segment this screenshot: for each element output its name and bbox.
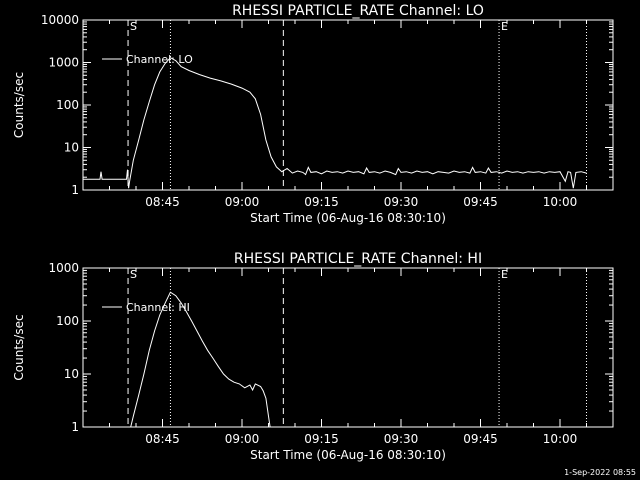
y-axis-label: Counts/sec bbox=[12, 72, 26, 138]
marker-label: S bbox=[130, 268, 137, 281]
x-tick-label: 09:30 bbox=[384, 195, 419, 209]
y-axis-label: Counts/sec bbox=[12, 314, 26, 380]
marker-label: S bbox=[130, 20, 137, 33]
y-tick-label: 1 bbox=[71, 183, 79, 197]
x-axis-label: Start Time (06-Aug-16 08:30:10) bbox=[250, 448, 446, 462]
y-tick-label: 10000 bbox=[41, 13, 79, 27]
marker-label: E bbox=[501, 268, 508, 281]
x-tick-label: 09:15 bbox=[304, 195, 339, 209]
x-tick-label: 10:00 bbox=[543, 195, 578, 209]
y-tick-label: 1000 bbox=[48, 56, 79, 70]
y-tick-label: 10 bbox=[64, 141, 79, 155]
series-line bbox=[83, 57, 587, 189]
footer-timestamp: 1-Sep-2022 08:55 bbox=[564, 468, 636, 477]
x-tick-label: 10:00 bbox=[543, 432, 578, 446]
panel-lo: RHESSI PARTICLE_RATE Channel: LO 08:45 09:… bbox=[12, 3, 614, 225]
x-tick-label: 09:45 bbox=[463, 432, 498, 446]
x-tick-label: 09:30 bbox=[384, 432, 419, 446]
chart-title: RHESSI PARTICLE_RATE Channel: HI bbox=[234, 251, 482, 267]
plot-frame bbox=[82, 19, 614, 191]
y-tick-label: 1000 bbox=[48, 261, 79, 275]
x-tick-label: 08:45 bbox=[145, 432, 180, 446]
y-tick-label: 10 bbox=[64, 367, 79, 381]
chart-title: RHESSI PARTICLE_RATE Channel: LO bbox=[232, 3, 484, 19]
legend-label: Channel: LO bbox=[126, 53, 193, 66]
y-tick-label: 1 bbox=[71, 420, 79, 434]
x-tick-label: 09:15 bbox=[304, 432, 339, 446]
y-tick-label: 100 bbox=[56, 98, 79, 112]
legend-label: Channel: HI bbox=[126, 301, 190, 314]
x-tick-label: 09:00 bbox=[225, 432, 260, 446]
x-tick-label: 09:45 bbox=[463, 195, 498, 209]
series-line bbox=[130, 291, 271, 428]
y-tick-label: 100 bbox=[56, 314, 79, 328]
x-tick-label: 09:00 bbox=[225, 195, 260, 209]
panel-hi: RHESSI PARTICLE_RATE Channel: HI 08:45 09:… bbox=[12, 251, 614, 462]
x-axis-label: Start Time (06-Aug-16 08:30:10) bbox=[250, 211, 446, 225]
marker-label: E bbox=[501, 20, 508, 33]
plot-frame bbox=[82, 267, 614, 428]
x-tick-label: 08:45 bbox=[145, 195, 180, 209]
